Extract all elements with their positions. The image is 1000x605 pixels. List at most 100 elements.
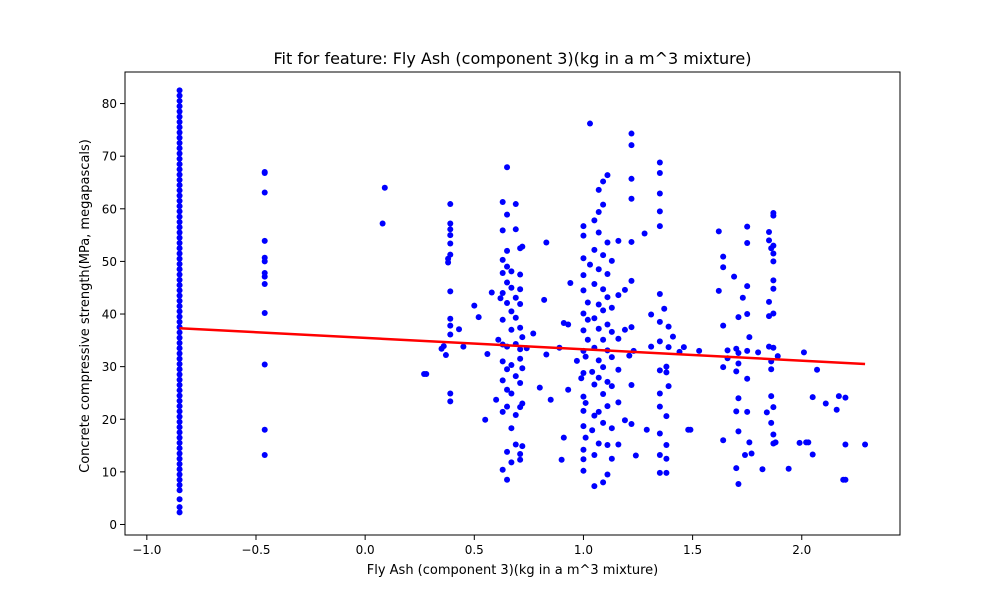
data-point	[656, 403, 663, 410]
data-point	[176, 387, 183, 394]
data-point	[519, 365, 526, 372]
data-point	[381, 184, 388, 191]
y-tick-label: 10	[102, 465, 117, 479]
data-point	[176, 455, 183, 462]
data-point	[746, 334, 753, 341]
data-point	[770, 250, 777, 257]
y-tick-label: 70	[102, 150, 117, 164]
data-point	[176, 439, 183, 446]
data-point	[176, 382, 183, 389]
data-point	[475, 314, 482, 321]
data-point	[591, 246, 598, 253]
data-point	[447, 398, 454, 405]
data-point	[615, 335, 622, 342]
data-point	[580, 446, 587, 453]
data-point	[656, 318, 663, 325]
data-point	[573, 357, 580, 364]
data-point	[656, 390, 663, 397]
data-point	[508, 326, 515, 333]
data-point	[591, 281, 598, 288]
data-point	[615, 366, 622, 373]
data-point	[785, 465, 792, 472]
data-point	[176, 234, 183, 241]
data-point	[580, 456, 587, 463]
data-point	[176, 97, 183, 104]
data-point	[517, 379, 524, 386]
data-point	[176, 224, 183, 231]
data-point	[591, 381, 598, 388]
data-point	[176, 487, 183, 494]
data-point	[499, 466, 506, 473]
data-point	[604, 294, 611, 301]
data-point	[176, 134, 183, 141]
data-point	[176, 371, 183, 378]
data-point	[621, 326, 628, 333]
data-point	[471, 302, 478, 309]
data-point	[720, 253, 727, 260]
data-point	[176, 266, 183, 273]
data-point	[591, 217, 598, 224]
data-point	[504, 164, 511, 171]
data-point	[744, 239, 751, 246]
data-point	[589, 427, 596, 434]
data-point	[665, 383, 672, 390]
data-point	[580, 407, 587, 414]
data-point	[580, 287, 587, 294]
data-point	[176, 329, 183, 336]
data-point	[176, 271, 183, 278]
data-point	[656, 430, 663, 437]
data-point	[604, 403, 611, 410]
data-point	[600, 286, 607, 293]
data-point	[742, 452, 748, 459]
data-point	[608, 354, 615, 361]
data-point	[661, 305, 668, 312]
data-point	[663, 363, 670, 370]
data-point	[176, 403, 183, 410]
data-point	[176, 282, 183, 289]
data-point	[565, 321, 572, 328]
data-point	[608, 328, 615, 335]
data-point	[176, 361, 183, 368]
chart-title: Fit for feature: Fly Ash (component 3)(k…	[274, 49, 752, 68]
data-point	[176, 429, 183, 436]
data-point	[587, 261, 593, 268]
data-point	[261, 254, 268, 261]
data-point	[656, 190, 663, 197]
data-point	[822, 400, 829, 407]
data-point	[447, 315, 454, 322]
data-point	[724, 347, 731, 354]
data-point	[517, 324, 524, 331]
data-point	[176, 376, 183, 383]
data-point	[656, 159, 663, 166]
data-point	[770, 210, 777, 216]
data-point	[774, 353, 781, 360]
data-point	[604, 239, 611, 246]
data-point	[587, 120, 593, 127]
data-point	[656, 452, 663, 459]
data-point	[759, 466, 766, 473]
data-point	[261, 361, 268, 368]
fit-line	[179, 326, 866, 366]
y-tick-label: 40	[102, 308, 117, 322]
data-point	[176, 261, 183, 268]
data-point	[628, 382, 635, 389]
data-point	[447, 226, 454, 233]
data-point	[530, 330, 537, 337]
data-point	[744, 283, 751, 290]
data-point	[442, 352, 449, 359]
data-point	[484, 351, 491, 358]
data-point	[508, 362, 515, 369]
data-point	[176, 92, 183, 99]
data-point	[770, 242, 777, 249]
data-point	[176, 345, 183, 352]
x-tick-label: 0.5	[465, 543, 484, 557]
data-point	[628, 238, 635, 245]
data-point	[379, 220, 386, 227]
x-tick-label: 1.0	[574, 543, 593, 557]
data-point	[842, 476, 849, 483]
data-point	[595, 408, 602, 415]
data-point	[504, 403, 511, 410]
data-point	[600, 479, 607, 486]
data-point	[499, 377, 506, 384]
data-point	[648, 343, 655, 350]
